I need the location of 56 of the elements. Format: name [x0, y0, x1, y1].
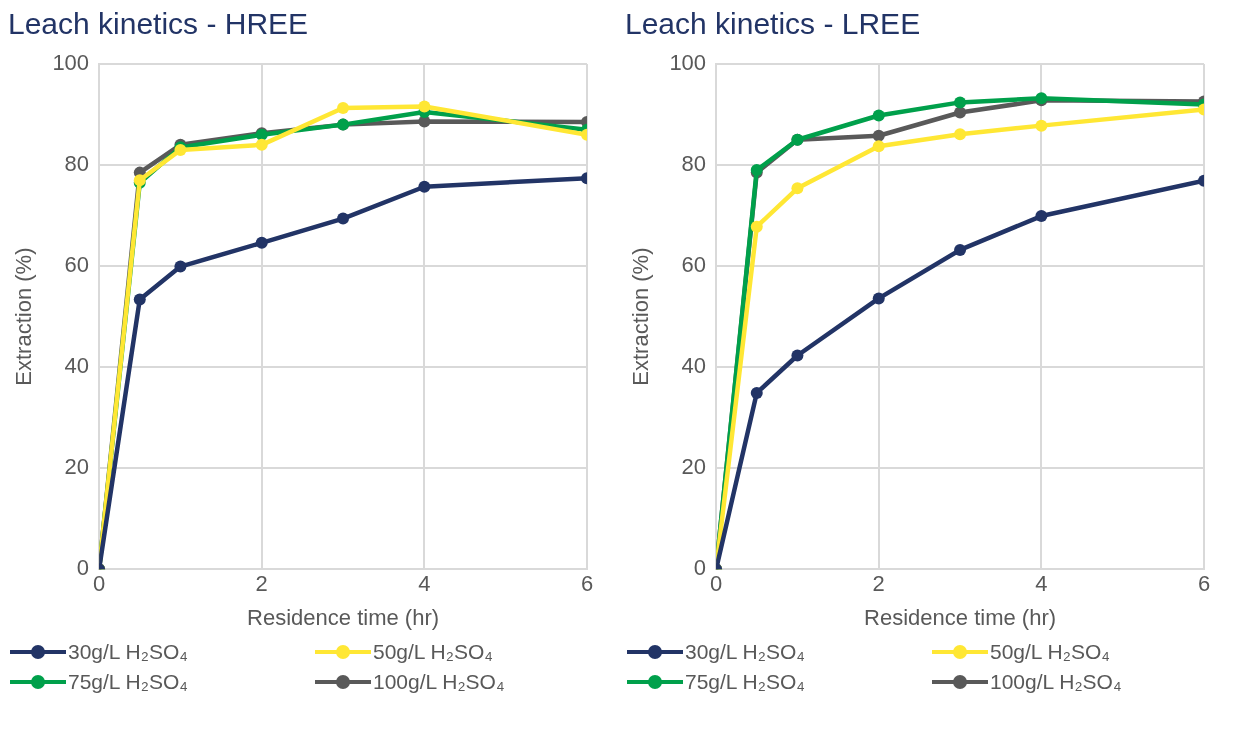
- point: [750, 386, 763, 399]
- legend-label: 100g/L H₂SO₄: [373, 670, 505, 694]
- legend-label: 50g/L H₂SO₄: [990, 640, 1110, 664]
- point: [872, 140, 885, 153]
- point: [954, 106, 967, 119]
- legend-label: 30g/L H₂SO₄: [68, 640, 188, 664]
- y-tick-label: 100: [669, 50, 707, 76]
- x-tick-label: 2: [872, 571, 885, 597]
- y-tick-label: 0: [76, 555, 90, 581]
- x-tick-label: 6: [580, 571, 594, 597]
- point: [791, 182, 804, 195]
- x-tick-label: 4: [418, 571, 431, 597]
- legend-label: 50g/L H₂SO₄: [373, 640, 493, 664]
- point: [872, 109, 885, 122]
- point: [954, 96, 967, 109]
- chart-title: Leach kinetics - LREE: [625, 7, 921, 41]
- point: [1035, 210, 1048, 223]
- y-axis-title: Extraction (%): [11, 247, 37, 386]
- y-tick-label: 20: [681, 454, 707, 480]
- legend-label: 75g/L H₂SO₄: [685, 670, 805, 694]
- y-tick-label: 60: [681, 252, 707, 278]
- point: [872, 292, 885, 305]
- point: [791, 349, 804, 362]
- point: [133, 293, 146, 306]
- point: [750, 220, 763, 233]
- x-axis-title: Residence time (hr): [864, 604, 1057, 630]
- y-tick-label: 0: [693, 555, 707, 581]
- point: [954, 243, 967, 256]
- x-tick-label: 6: [1197, 571, 1211, 597]
- point: [337, 101, 350, 114]
- x-tick-label: 4: [1035, 571, 1048, 597]
- y-tick-label: 60: [64, 252, 90, 278]
- y-tick-label: 100: [52, 50, 90, 76]
- point: [337, 212, 350, 225]
- y-tick-label: 80: [681, 151, 707, 177]
- x-tick-label: 0: [709, 571, 723, 597]
- y-tick-label: 40: [681, 353, 707, 379]
- legend-label: 100g/L H₂SO₄: [990, 670, 1122, 694]
- point: [255, 138, 268, 151]
- point: [872, 129, 885, 142]
- legend-label: 30g/L H₂SO₄: [685, 640, 805, 664]
- y-tick-label: 80: [64, 151, 90, 177]
- point: [418, 180, 431, 193]
- y-tick-label: 20: [64, 454, 90, 480]
- point: [255, 236, 268, 249]
- y-tick-label: 40: [64, 353, 90, 379]
- x-tick-label: 2: [255, 571, 268, 597]
- legend-label: 75g/L H₂SO₄: [68, 670, 188, 694]
- x-tick-label: 0: [92, 571, 106, 597]
- chart-title: Leach kinetics - HREE: [8, 7, 309, 41]
- point: [418, 100, 431, 113]
- x-axis-title: Residence time (hr): [247, 604, 440, 630]
- point: [174, 260, 187, 273]
- y-axis-title: Extraction (%): [628, 247, 654, 386]
- point: [1035, 119, 1048, 132]
- point: [954, 128, 967, 141]
